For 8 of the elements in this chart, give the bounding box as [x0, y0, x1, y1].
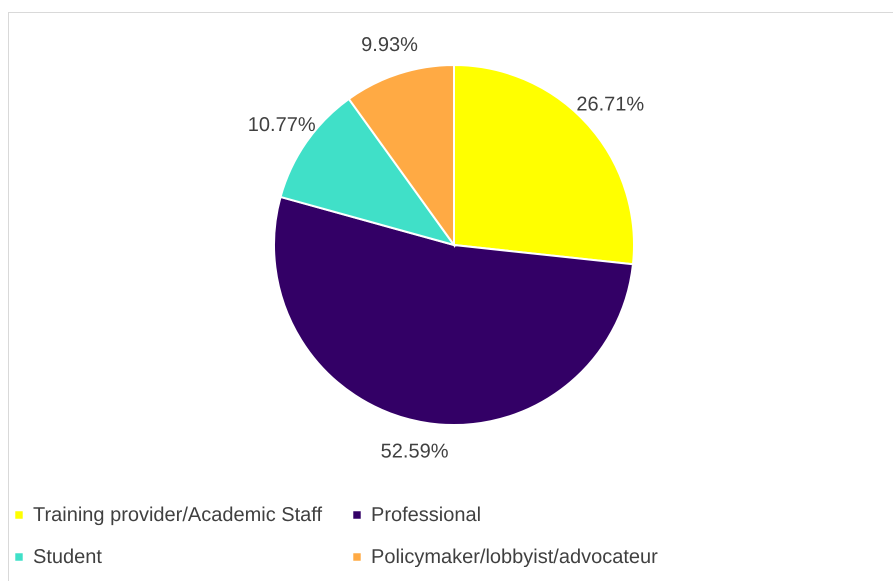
- data-label: 52.59%: [380, 440, 449, 462]
- legend-label: Professional: [371, 504, 482, 526]
- legend-label: Training provider/Academic Staff: [33, 504, 322, 526]
- legend-label: Student: [33, 546, 102, 568]
- data-label: 26.71%: [576, 94, 644, 116]
- legend-label: Policymaker/lobbyist/advocateur: [371, 546, 658, 568]
- data-label: 10.77%: [248, 114, 316, 136]
- data-label: 9.93%: [361, 34, 418, 56]
